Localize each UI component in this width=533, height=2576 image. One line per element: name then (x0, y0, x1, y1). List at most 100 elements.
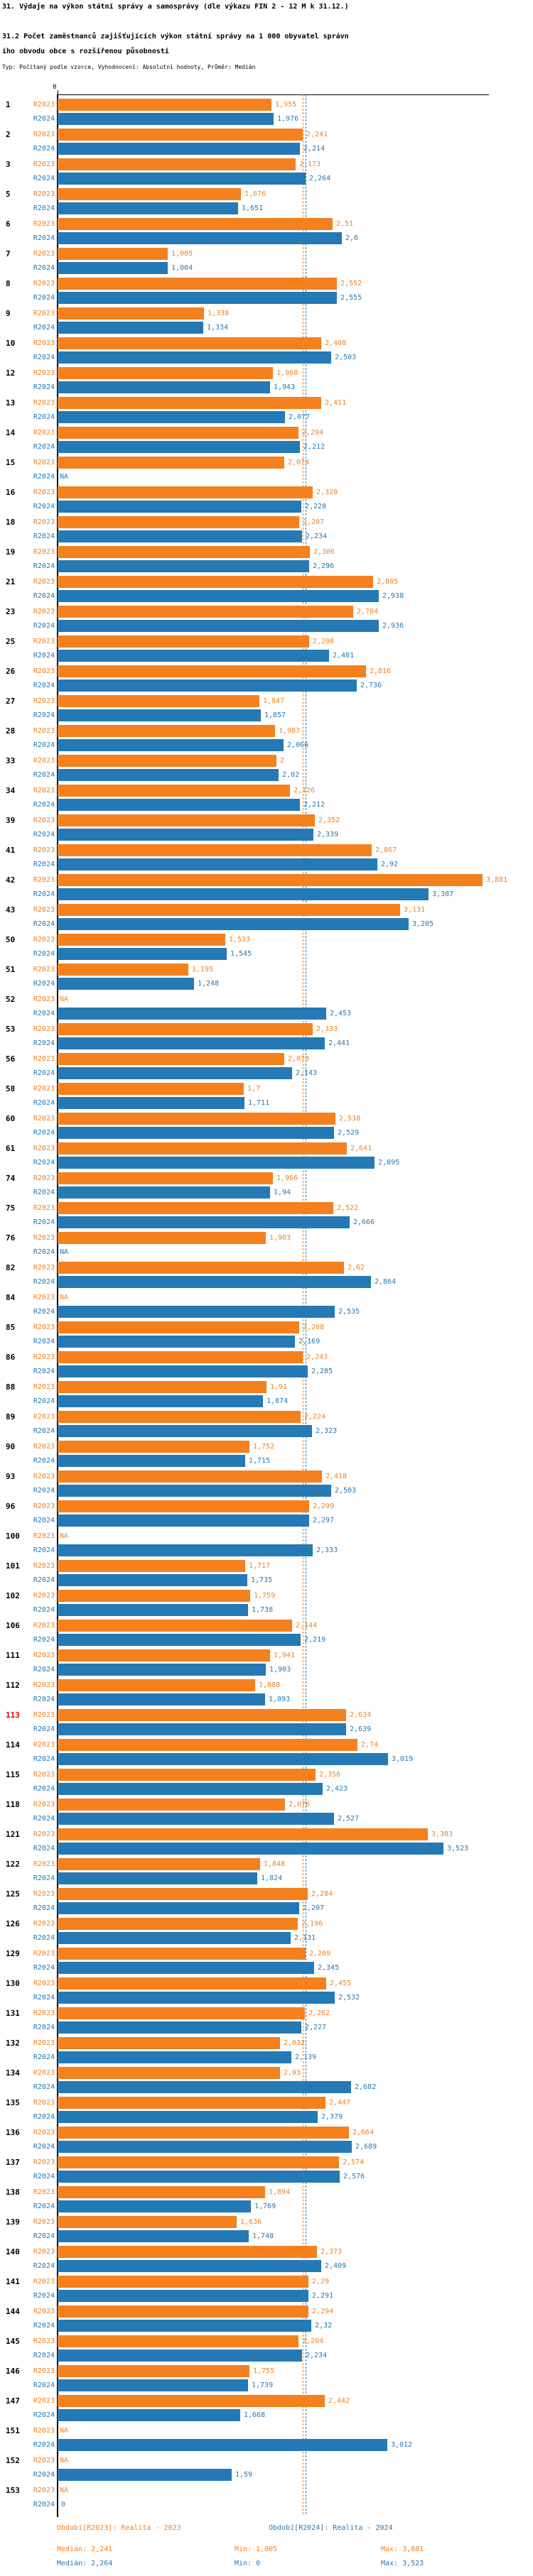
bar-item-111: 111 R2023 1,941 R2024 1,903 (0, 1649, 533, 1679)
bar-value: 2,535 (338, 1308, 360, 1316)
item-number: 130 (6, 1979, 20, 1988)
bar-item-15: 15 R2023 2,074 R2024 NA (0, 457, 533, 486)
bar-row-r2024: R2024 2,535 (0, 1306, 533, 1318)
item-number: 25 (6, 637, 16, 646)
bar-item-144: 144 R2023 2,294 R2024 2,32 (0, 2305, 533, 2335)
stat-min-2023: Min: 1,005 (235, 2545, 278, 2553)
item-number: 85 (6, 1323, 16, 1332)
item-number: 126 (6, 1919, 20, 1928)
bar-r2024 (58, 1932, 291, 1944)
bar-row-r2024: R2024 1,715 (0, 1455, 533, 1467)
bar-value: 2,736 (360, 682, 382, 689)
bar-row-r2023: 23 R2023 2,704 (0, 606, 533, 618)
series-label-r2023: R2023 (33, 1502, 55, 1510)
item-number: 136 (6, 2128, 20, 2137)
bar-r2023 (58, 755, 276, 767)
series-label-r2024: R2024 (33, 1546, 55, 1554)
bar-value: 1,676 (244, 190, 266, 198)
item-number: 115 (6, 1770, 20, 1779)
item-number: 152 (6, 2456, 20, 2465)
bar-r2023 (58, 1053, 284, 1065)
bar-value: 2,453 (330, 1010, 352, 1017)
item-number: 138 (6, 2188, 20, 2197)
bar-value: 3,019 (392, 1755, 414, 1763)
bar-item-85: 85 R2023 2,208 R2024 2,169 (0, 1321, 533, 1351)
bar-value: 1,903 (269, 1234, 291, 1242)
bar-item-137: 137 R2023 2,574 R2024 2,576 (0, 2156, 533, 2186)
bar-row-r2024: R2024 2,32 (0, 2320, 533, 2332)
item-number: 43 (6, 905, 16, 915)
bar-row-r2023: 74 R2023 1,966 (0, 1172, 533, 1184)
bar-row-r2023: 101 R2023 1,717 (0, 1560, 533, 1572)
bar-r2024 (58, 1186, 270, 1199)
bar-row-r2024: R2024 2,576 (0, 2171, 533, 2183)
series-label-r2023: R2023 (33, 2367, 55, 2375)
bar-item-145: 145 R2023 2,204 R2024 2,234 (0, 2335, 533, 2365)
bar-row-r2024: R2024 3,012 (0, 2439, 533, 2451)
bar-value: 1,752 (253, 1443, 275, 1451)
series-label-r2023: R2023 (33, 1443, 55, 1451)
bar-value: 2,411 (325, 399, 347, 407)
bar-row-r2024: R2024 2,212 (0, 441, 533, 453)
series-label-r2024: R2024 (33, 592, 55, 600)
item-number: 3 (6, 160, 11, 169)
series-label-r2024: R2024 (33, 413, 55, 421)
bar-value: 2,297 (313, 1517, 335, 1524)
series-label-r2023: R2023 (33, 339, 55, 347)
series-label-r2024: R2024 (33, 1278, 55, 1286)
bar-r2024 (58, 918, 409, 930)
bar-r2023 (58, 2037, 280, 2049)
bar-row-r2023: 58 R2023 1,7 (0, 1083, 533, 1095)
bar-item-18: 18 R2023 2,207 R2024 2,234 (0, 516, 533, 546)
bar-r2024 (58, 232, 342, 244)
bar-r2023 (58, 188, 241, 200)
item-number: 42 (6, 875, 16, 885)
bar-r2024 (58, 1544, 313, 1556)
series-label-r2023: R2023 (33, 1920, 55, 1928)
bar-value: 1,847 (263, 697, 285, 705)
bar-row-r2024: R2024 2,212 (0, 799, 533, 811)
series-label-r2024: R2024 (33, 980, 55, 988)
chart-subtitle-line1: 31.2 Počet zaměstnanců zajišťujících výk… (2, 33, 349, 40)
bar-r2024 (58, 292, 337, 304)
series-label-r2024: R2024 (33, 1517, 55, 1524)
item-number: 86 (6, 1353, 16, 1362)
series-label-r2023: R2023 (33, 280, 55, 288)
bar-r2024 (58, 560, 309, 572)
series-label-r2023: R2023 (33, 787, 55, 795)
bar-row-r2023: 60 R2023 2,538 (0, 1113, 533, 1125)
bar-item-113: 113 R2023 2,634 R2024 2,639 (0, 1709, 533, 1739)
bar-value: 1,94 (274, 1189, 291, 1196)
bar-row-r2023: 86 R2023 2,243 (0, 1351, 533, 1363)
bar-value: 2,144 (296, 1622, 318, 1630)
item-number: 16 (6, 488, 16, 497)
bar-value: 2,073 (288, 1055, 310, 1063)
series-label-r2024: R2024 (33, 2381, 55, 2389)
bar-value: 2,323 (316, 1427, 338, 1435)
bar-value: 2,885 (377, 578, 399, 586)
bar-item-100: 100 R2023 NA R2024 2,333 (0, 1530, 533, 1560)
bar-item-51: 51 R2023 1,195 R2024 1,248 (0, 964, 533, 993)
bar-item-153: 153 R2023 NA R2024 0 (0, 2484, 533, 2514)
series-label-r2024: R2024 (33, 2143, 55, 2151)
bar-r2023 (58, 1142, 347, 1155)
series-label-r2024: R2024 (33, 1010, 55, 1017)
item-number: 100 (6, 1532, 20, 1541)
bar-r2024 (58, 829, 313, 841)
series-label-r2023: R2023 (33, 1830, 55, 1838)
bar-value: 2,131 (294, 1934, 316, 1942)
series-label-r2023: R2023 (33, 2009, 55, 2017)
series-label-r2023: R2023 (33, 667, 55, 675)
bar-r2023 (58, 248, 168, 260)
item-number: 61 (6, 1144, 16, 1153)
bar-r2024 (58, 1157, 375, 1169)
bar-row-r2023: 14 R2023 2,204 (0, 427, 533, 439)
bar-item-129: 129 R2023 2,269 R2024 2,345 (0, 1948, 533, 1977)
bar-value: 2,285 (311, 1368, 333, 1375)
bar-row-r2023: 53 R2023 2,333 (0, 1023, 533, 1035)
bar-value-na: NA (60, 2457, 69, 2465)
item-number: 89 (6, 1412, 16, 1421)
item-number: 111 (6, 1651, 20, 1660)
stat-min-2024: Min: 0 (235, 2560, 261, 2567)
bar-r2024 (58, 1365, 308, 1377)
